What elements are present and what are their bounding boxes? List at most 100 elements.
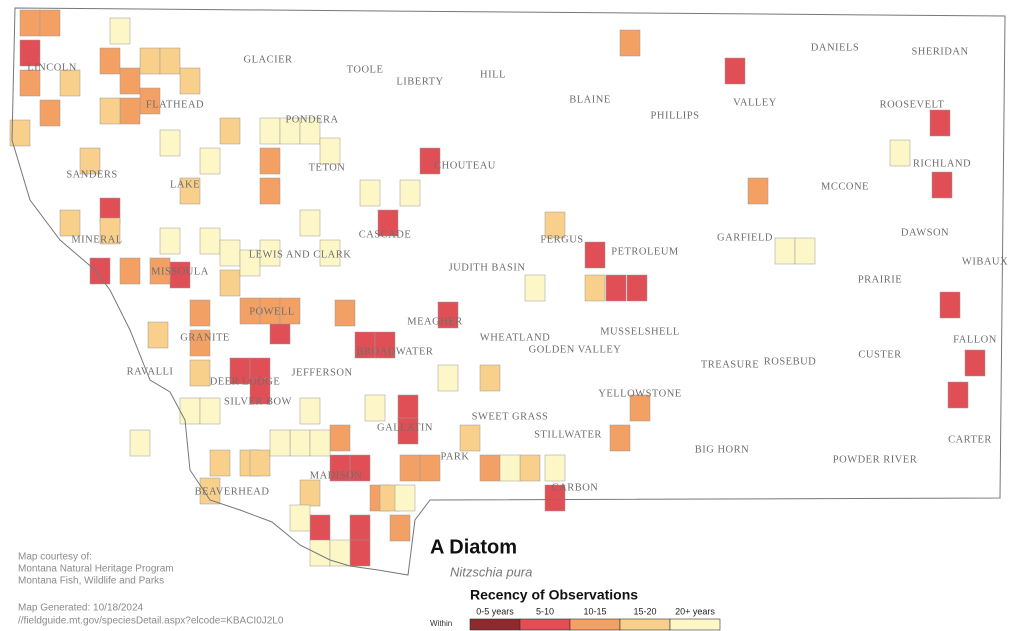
legend-swatch: [469, 618, 521, 631]
observation-cell: [89, 257, 111, 285]
observation-cell: [99, 217, 121, 245]
county-label: PETROLEUM: [611, 246, 679, 257]
observation-cell: [159, 47, 181, 75]
county-label: BROADWATER: [357, 346, 434, 357]
observation-cell: [519, 454, 541, 482]
county-label: SHERIDAN: [911, 46, 968, 57]
observation-cell: [389, 514, 411, 542]
legend-label: 10-15: [583, 606, 606, 616]
observation-cell: [419, 454, 441, 482]
observation-cell: [59, 209, 81, 237]
observation-cell: [179, 177, 201, 205]
observation-cell: [479, 454, 501, 482]
county-label: TOOLE: [347, 64, 384, 75]
county-label: DEER LODGE: [210, 376, 281, 387]
county-label: STILLWATER: [534, 429, 602, 440]
observation-cell: [19, 39, 41, 67]
observation-cell: [119, 67, 141, 95]
observation-cell: [774, 237, 796, 265]
observation-cell: [279, 297, 301, 325]
county-label: PARK: [440, 451, 469, 462]
county-label: FERGUS: [540, 234, 583, 245]
observation-cell: [724, 57, 746, 85]
observation-cell: [584, 241, 606, 269]
county-label: JUDITH BASIN: [449, 262, 526, 273]
observation-cell: [199, 147, 221, 175]
observation-cell: [319, 239, 341, 267]
observation-cell: [399, 454, 421, 482]
county-label: DANIELS: [811, 42, 859, 53]
legend-within: Within: [430, 619, 452, 628]
observation-cell: [219, 117, 241, 145]
legend: 0-5 years 5-10 10-15 15-20 20+ years: [469, 606, 721, 631]
observation-cell: [609, 424, 631, 452]
observation-cell: [199, 227, 221, 255]
map-subtitle: Nitzschia pura: [450, 564, 532, 579]
county-label: TREASURE: [701, 359, 759, 370]
county-label: MISSOULA: [151, 266, 209, 277]
observation-cell: [399, 179, 421, 207]
observation-cell: [189, 299, 211, 327]
legend-title: Recency of Observations: [470, 587, 638, 603]
observation-cell: [394, 484, 416, 512]
county-label: LAKE: [170, 179, 200, 190]
generated-date: Map Generated: 10/18/2024: [18, 603, 144, 614]
county-label: ROOSEVELT: [880, 99, 945, 110]
county-label: SANDERS: [66, 169, 117, 180]
observation-cell: [109, 17, 131, 45]
observation-cell: [59, 69, 81, 97]
observation-cell: [364, 394, 386, 422]
county-label: BEAVERHEAD: [195, 486, 270, 497]
observation-cell: [159, 129, 181, 157]
observation-cell: [329, 539, 351, 567]
observation-cell: [259, 147, 281, 175]
county-labels: LINCOLN GLACIER TOOLE LIBERTY HILL BLAINE PHIL…: [27, 42, 1007, 497]
county-label: GLACIER: [244, 54, 293, 65]
observation-cell: [794, 237, 816, 265]
county-label: CHOUTEAU: [434, 160, 496, 171]
county-label: CUSTER: [858, 349, 901, 360]
observation-cell: [199, 397, 221, 425]
observation-cell: [259, 177, 281, 205]
observation-cell: [259, 117, 281, 145]
legend-label: 15-20: [633, 606, 656, 616]
observation-cell: [319, 137, 341, 165]
observation-cell: [349, 514, 371, 542]
observation-cell: [309, 514, 331, 542]
observation-cell: [139, 47, 161, 75]
species-url: //fieldguide.mt.gov/speciesDetail.aspx?e…: [18, 616, 284, 627]
county-label: MCCONE: [821, 181, 869, 192]
county-label: POWELL: [249, 306, 295, 317]
legend-swatch: [669, 618, 721, 631]
county-label: JEFFERSON: [291, 367, 352, 378]
observation-cell: [964, 349, 986, 377]
observation-cell: [437, 301, 459, 329]
county-label: PHILLIPS: [651, 110, 700, 121]
map-title: A Diatom: [430, 536, 517, 558]
county-label: WHEATLAND: [480, 332, 550, 343]
credit-line: Montana Fish, Wildlife and Parks: [18, 576, 164, 587]
observation-cell: [19, 9, 41, 37]
county-label: PRAIRIE: [858, 274, 902, 285]
county-label: GRANITE: [180, 332, 230, 343]
legend-label: 20+ years: [675, 606, 715, 616]
observation-cell: [39, 99, 61, 127]
county-label: CARBON: [552, 482, 599, 493]
observation-cell: [219, 239, 241, 267]
county-label: DAWSON: [901, 227, 949, 238]
observation-cell: [524, 274, 546, 302]
observation-cell: [219, 269, 241, 297]
observation-cell: [299, 209, 321, 237]
county-label: YELLOWSTONE: [598, 388, 681, 399]
observation-cell: [9, 119, 31, 147]
county-label: PONDERA: [285, 114, 338, 125]
observation-cell: [179, 67, 201, 95]
observation-cell: [119, 257, 141, 285]
observation-cell: [931, 171, 953, 199]
observation-cell: [947, 381, 969, 409]
county-label: LIBERTY: [396, 76, 443, 87]
observation-cell: [299, 479, 321, 507]
observation-cell: [179, 397, 201, 425]
observation-cell: [459, 424, 481, 452]
